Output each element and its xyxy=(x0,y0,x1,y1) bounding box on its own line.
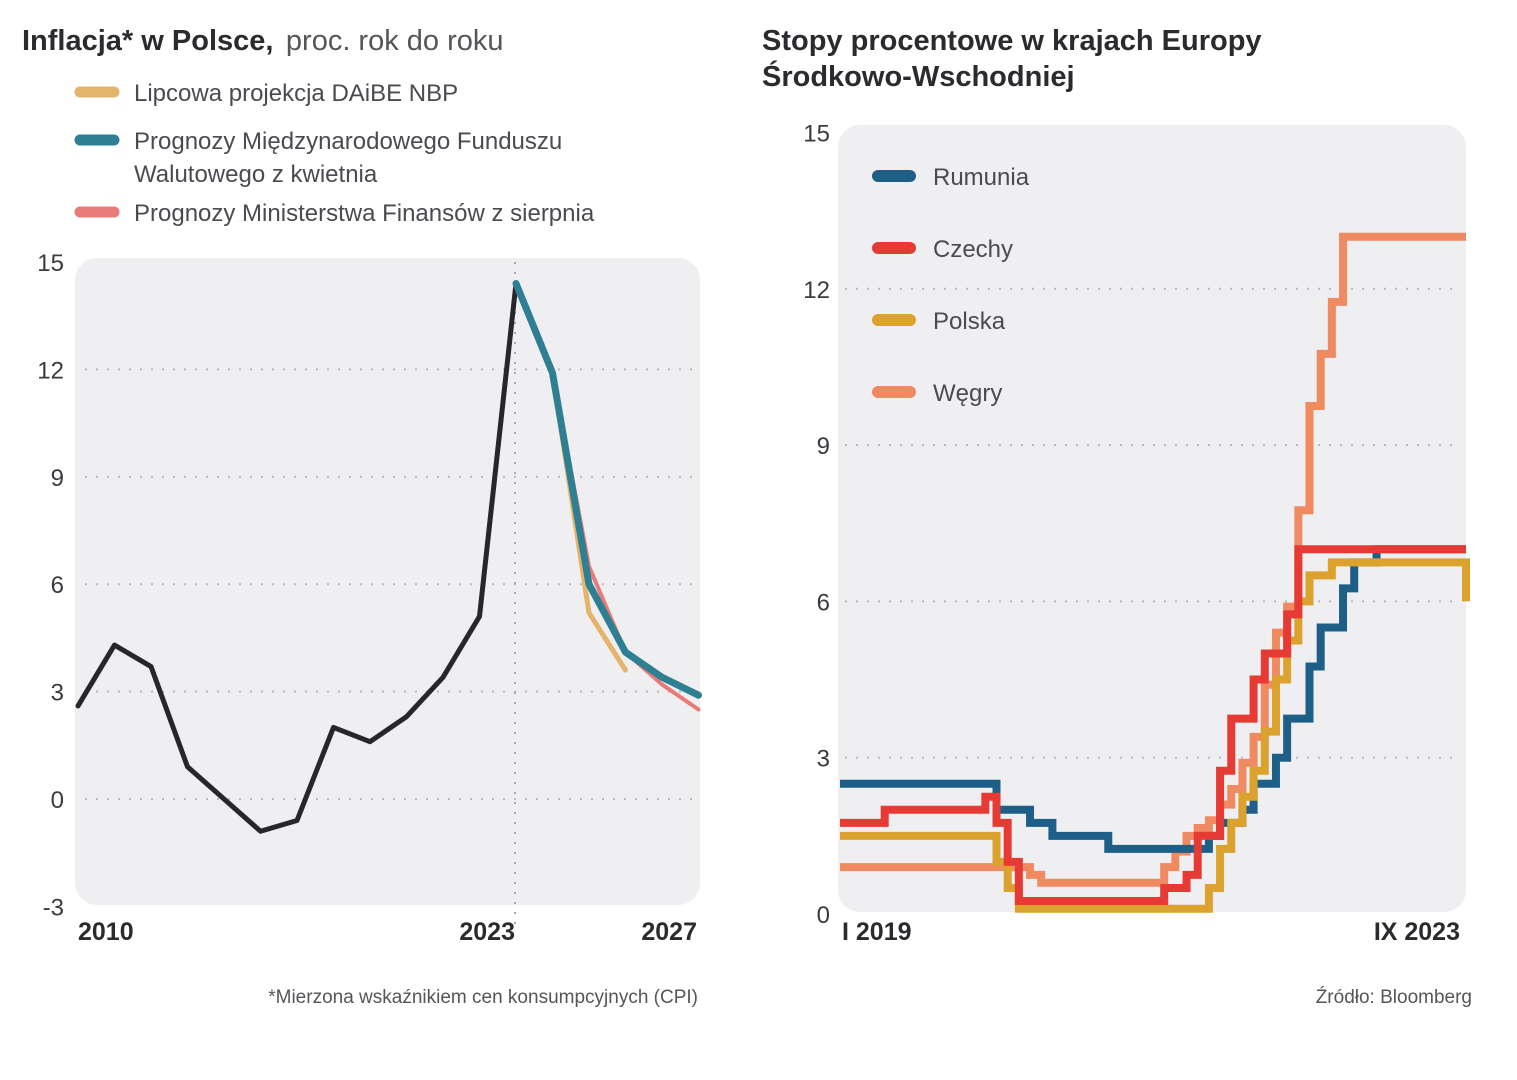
right-title-line-2: Środkowo-Wschodniej xyxy=(762,59,1075,93)
right-series-line-0 xyxy=(840,232,1466,887)
left-legend: Lipcowa projekcja DAiBE NBP Prognozy Międ… xyxy=(74,80,595,227)
right-legend-label: Rumunia xyxy=(933,164,1030,191)
left-legend-label: Prognozy Międzynarodowego Funduszu xyxy=(134,128,562,155)
right-legend: Rumunia Czechy Polska Węgry xyxy=(872,164,1030,407)
right-legend-label: Czechy xyxy=(933,236,1013,263)
left-title-bold: Inflacja* w Polsce, xyxy=(22,25,273,57)
right-series-line-3 xyxy=(840,545,1466,905)
right-y-tick-label: 0 xyxy=(817,902,830,929)
left-title-unit: proc. rok do roku xyxy=(286,25,504,57)
left-chart-title: Inflacja* w Polsce, proc. rok do roku xyxy=(22,25,504,57)
right-y-tick-label: 6 xyxy=(817,589,830,616)
left-y-tick-label: 6 xyxy=(51,572,64,599)
left-y-tick-label: 15 xyxy=(37,250,64,277)
left-y-tick-label: 0 xyxy=(51,787,64,814)
right-y-tick-label: 3 xyxy=(817,746,830,773)
right-y-tick-label: 12 xyxy=(803,277,830,304)
left-y-tick-label: 9 xyxy=(51,465,64,492)
left-y-tick-label: 12 xyxy=(37,357,64,384)
left-series-line-0 xyxy=(75,280,519,834)
right-title-line-1: Stopy procentowe w krajach Europy xyxy=(762,25,1262,57)
right-y-tick-label: 15 xyxy=(803,121,830,148)
left-y-tick-label: 3 xyxy=(51,680,64,707)
left-plot: -3 0 3 6 9 12 15 2010 2023 2027 xyxy=(37,250,702,946)
left-y-tick-label: -3 xyxy=(43,894,64,921)
right-x-tick-label: IX 2023 xyxy=(1374,918,1460,946)
left-legend-label: Walutowego z kwietnia xyxy=(134,161,378,188)
left-legend-label: Lipcowa projekcja DAiBE NBP xyxy=(134,80,458,107)
right-source: Źródło: Bloomberg xyxy=(1316,987,1472,1008)
right-x-tick-label: I 2019 xyxy=(842,918,912,946)
left-x-tick-label: 2027 xyxy=(641,918,697,946)
right-legend-label: Węgry xyxy=(933,380,1002,407)
right-plot: 0 3 6 9 12 15 I 2019 IX 2023 xyxy=(803,121,1470,946)
right-y-tick-label: 9 xyxy=(817,433,830,460)
right-legend-label: Polska xyxy=(933,308,1006,335)
left-footnote: *Mierzona wskaźnikiem cen konsumpcyjnych… xyxy=(268,987,698,1008)
left-x-tick-label: 2023 xyxy=(459,918,515,946)
left-plot-background xyxy=(75,258,700,905)
left-series-line-3 xyxy=(512,279,702,699)
left-x-tick-label: 2010 xyxy=(78,918,134,946)
left-legend-label: Prognozy Ministerstwa Finansów z sierpni… xyxy=(134,200,595,227)
